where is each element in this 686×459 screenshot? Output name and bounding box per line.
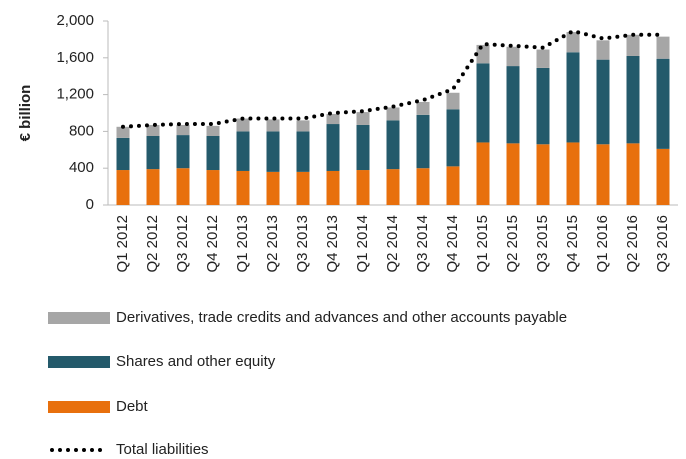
bar [116,170,130,205]
y-tick-label: 800 [69,122,94,139]
bar [206,170,220,205]
bar [626,143,640,205]
bar [506,66,520,144]
x-tick-label: Q2 2012 [144,215,161,273]
bar [536,67,550,145]
line [121,28,665,129]
y-tick-label: 1,600 [56,49,94,66]
y-tick-label: 2,000 [56,12,94,29]
x-tick-label: Q2 2015 [504,215,521,273]
legend-label: Shares and other equity [116,353,276,370]
bar [176,124,190,136]
bar [566,142,580,205]
bar [326,113,340,125]
bar [596,144,610,205]
x-tick-label: Q2 2013 [264,215,281,273]
bar [566,52,580,143]
bar [266,131,280,172]
x-tick-label: Q3 2014 [414,215,431,273]
x-tick-label: Q4 2014 [444,215,461,273]
bar [296,171,310,205]
x-tick-label: Q3 2013 [294,215,311,273]
bar [356,124,370,171]
bar [476,63,490,143]
x-tick-label: Q1 2015 [474,215,491,273]
legend-label: Debt [116,398,149,415]
bar [656,148,670,205]
bar [116,137,130,171]
bar [146,136,160,170]
bar [536,144,550,205]
bar [386,169,400,205]
bar [206,136,220,171]
x-tick-label: Q4 2015 [564,215,581,273]
x-tick-label: Q3 2012 [174,215,191,273]
bar [266,171,280,205]
bar [146,169,160,205]
bar [506,46,520,67]
bar [386,120,400,170]
bar [326,170,340,205]
bar [656,58,670,149]
bar [416,101,430,115]
legend-swatch [48,401,110,413]
bar [386,107,400,121]
legend-swatch [48,356,110,368]
bar [236,118,250,132]
y-tick-label: 400 [69,159,94,176]
bar [476,142,490,205]
x-tick-label: Q1 2012 [114,215,131,273]
bar [416,168,430,205]
y-tick-label: 1,200 [56,86,94,103]
bar [596,59,610,145]
bar [506,143,520,205]
x-tick-label: Q4 2012 [204,215,221,273]
bar [476,44,490,64]
bar [656,36,670,59]
bar [626,55,640,144]
x-tick-label: Q1 2014 [354,215,371,273]
bar [446,92,460,110]
bar [206,125,220,136]
bar [356,112,370,125]
bar [326,124,340,171]
legend-label: Total liabilities [116,441,209,458]
bar [266,119,280,132]
x-tick-label: Q1 2013 [234,215,251,273]
x-tick-label: Q2 2016 [624,215,641,273]
bar [146,124,160,136]
bar [446,166,460,205]
x-tick-label: Q1 2016 [594,215,611,273]
x-tick-label: Q4 2013 [324,215,341,273]
bar [566,32,580,53]
bar [356,170,370,205]
bar [296,120,310,132]
x-tick-label: Q3 2016 [654,215,671,273]
bar [446,109,460,167]
bar [116,126,130,138]
bar [176,168,190,205]
y-axis-label: € billion [17,85,34,142]
bar [296,131,310,172]
bar [176,135,190,169]
bar [626,34,640,56]
bar [416,114,430,169]
y-tick-label: 0 [86,196,94,213]
bar [596,40,610,60]
legend-swatch [48,312,110,324]
legend-label: Derivatives, trade credits and advances … [116,309,567,326]
bar [236,131,250,171]
x-tick-label: Q2 2014 [384,215,401,273]
bar [536,49,550,68]
bar [236,170,250,205]
x-tick-label: Q3 2015 [534,215,551,273]
